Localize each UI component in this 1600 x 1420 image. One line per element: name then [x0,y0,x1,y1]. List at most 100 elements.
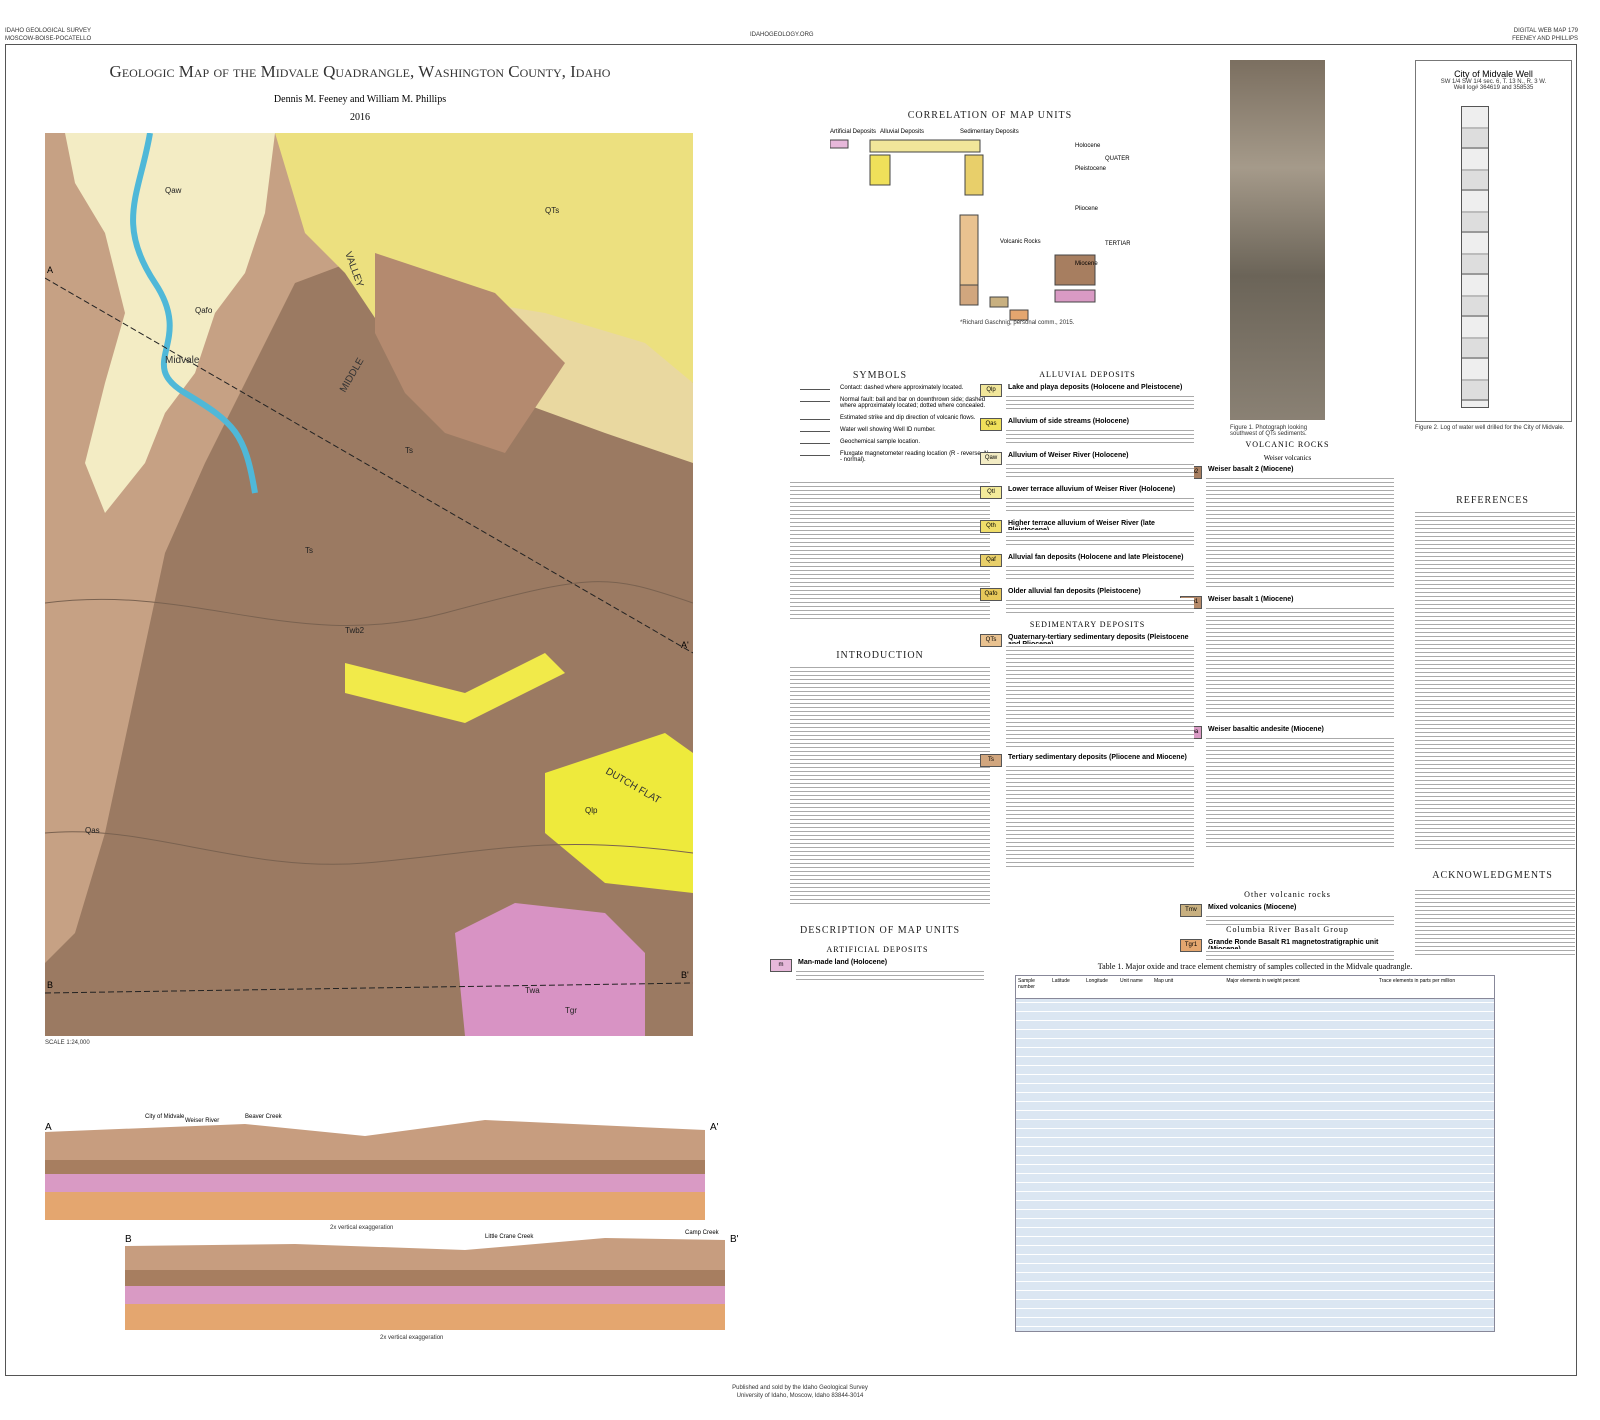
epoch-label: Holocene [1075,143,1101,149]
unit-name: Older alluvial fan deposits (Pleistocene… [1008,588,1141,595]
twb-layer-b [125,1270,725,1286]
column-header: Unit name [1120,978,1143,984]
pink-unit [455,903,645,1036]
well-title: City of Midvale Well [1454,69,1533,79]
unit-label: Ts [405,446,413,455]
box [1054,254,1096,286]
authors: Dennis M. Feeney and William M. Phillips [273,94,447,105]
box [959,214,979,286]
text-block [790,665,990,905]
series: DIGITAL WEB MAP 179 [1513,28,1578,34]
period-label: TERTIARY [1105,241,1130,247]
correlation-note: *Richard Gaschnig, personal comm., 2015. [960,320,1075,326]
table-header: Sample number Latitude Longitude Unit name M… [1016,976,1494,999]
unit-group-heading: Columbia River Basalt Group [1226,925,1349,934]
well-log-frame: City of Midvale Well SW 1/4 SW 1/4 sec. … [1415,60,1572,422]
address: University of Idaho, Moscow, Idaho 83844… [736,1393,864,1399]
section-line-b [45,982,693,994]
unit-entry: Ts Tertiary sedimentary deposits (Pliocen… [980,754,1195,767]
unit-label: Ts [305,546,313,555]
table-caption: Table 1. Major oxide and trace element c… [1097,962,1413,971]
unit-entry: Qas Alluvium of side streams (Holocene) [980,418,1195,431]
exaggeration: 2x vertical exaggeration [330,1225,394,1231]
unit-label: Qafo [195,306,213,315]
box [1009,309,1029,321]
exaggeration: 2x vertical exaggeration [380,1335,444,1341]
unit-label: Twa [525,986,540,995]
section-end: A [47,265,53,275]
weiser-river [130,133,258,494]
unit-swatch: Qafo [980,588,1002,601]
unit-swatch: Qas [980,418,1002,431]
unit-group-heading: VOLCANIC ROCKS [1245,440,1330,449]
twba-layer [45,1174,705,1192]
unit-name: Alluvium of Weiser River (Holocene) [1008,452,1129,459]
unit-entry: Qaf Alluvial fan deposits (Holocene and l… [980,554,1195,567]
symbol-list: Contact: dashed where approximately loca… [770,385,990,585]
unit-swatch: Qaf [980,554,1002,567]
correlation-heading: CORRELATION OF MAP UNITS [907,110,1073,121]
symbol-entry: Estimated strike and dip direction of vo… [770,415,990,421]
column-group: Major elements in weight percent [1226,978,1300,984]
authors-short: FEENEY AND PHILLIPS [1512,36,1578,42]
unit-swatch: Tmv [1180,904,1202,917]
group-label: Volcanic Rocks [1000,239,1041,245]
text-block [1006,496,1194,514]
box [1054,289,1096,303]
unit-entry: Qaw Alluvium of Weiser River (Holocene) [980,452,1195,465]
unit-label: Qaw [165,186,182,195]
box [959,284,979,306]
twb-layer [45,1160,705,1174]
section-end: B' [681,970,689,980]
yellow-strip [345,653,565,723]
unit-swatch: Qlp [980,384,1002,397]
unit-group-heading: SEDIMENTARY DEPOSITS [1029,620,1146,629]
publisher: Published and sold by the Idaho Geologic… [732,1385,868,1391]
text-block [1006,530,1194,548]
symbol-entry: Normal fault: ball and bar on downthrown… [770,397,990,409]
box [869,139,981,153]
unit-entry: Qafo Older alluvial fan deposits (Pleisto… [980,588,1195,601]
unit-name: Man-made land (Holocene) [798,959,888,966]
contour [45,831,693,865]
place-label: Weiser River [185,1118,219,1124]
year: 2016 [350,112,370,123]
group-label: Sedimentary Deposits [960,129,1019,135]
place-label: Camp Creek [685,1230,720,1236]
well-column [1461,106,1489,408]
introduction-heading: INTRODUCTION [836,650,924,661]
tgr-layer [45,1192,705,1220]
section-end: B [125,1234,132,1245]
survey: IDAHO GEOLOGICAL SURVEY [5,28,92,34]
sheet-border [5,44,1577,1376]
scale: SCALE 1:24,000 [45,1040,90,1046]
unit-swatch: Ts [980,754,1002,767]
correlation-chart: Artificial Deposits Alluvial Deposits Sedi… [830,129,1130,321]
unit-name: Alluvial fan deposits (Holocene and late… [1008,554,1184,561]
well-caption: Figure 2. Log of water well drilled for … [1415,425,1565,431]
unit-group-heading: ARTIFICIAL DEPOSITS [826,945,929,954]
offices: MOSCOW-BOISE-POCATELLO [5,36,92,42]
symbols-heading: SYMBOLS [852,370,908,381]
box [964,154,984,196]
unit-name: Lake and playa deposits (Holocene and Pl… [1008,384,1183,391]
column-header: Longitude [1086,978,1108,984]
unit-label: Qas [85,826,100,835]
well-log: Well log# 364619 and 358535 [1453,85,1534,91]
place-label: Midvale [165,355,200,366]
column-header: Sample number [1018,978,1035,990]
unit-name: Mixed volcanics (Miocene) [1208,904,1297,911]
text-block [1006,564,1194,582]
chemistry-table: Sample number Latitude Longitude Unit name M… [1015,975,1495,1332]
unit-label: Twb2 [345,626,365,635]
website: IDAHOGEOLOGY.ORG [750,32,814,38]
twba-layer-b [125,1286,725,1304]
unit-name: Tertiary sedimentary deposits (Pliocene … [1008,754,1187,761]
period-label: QUATERNARY [1105,156,1130,162]
text-block [796,969,984,983]
description-heading: DESCRIPTION OF MAP UNITS [799,925,961,936]
place-label: City of Midvale [145,1114,185,1120]
unit-name: Alluvium of side streams (Holocene) [1008,418,1129,425]
